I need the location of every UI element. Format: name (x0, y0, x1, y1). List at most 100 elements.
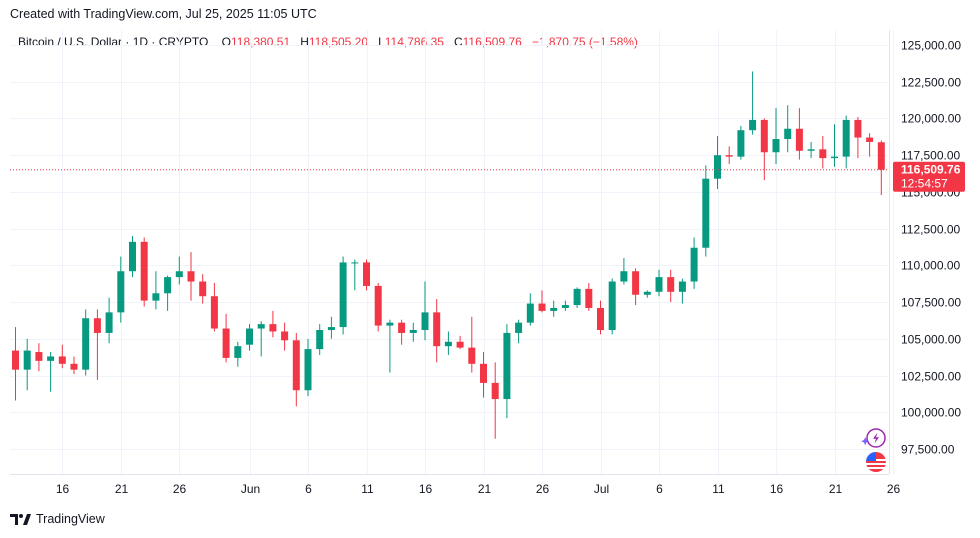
candle-body (234, 346, 242, 358)
candle[interactable] (58, 344, 66, 369)
candle-body (515, 322, 523, 333)
candle[interactable] (175, 256, 183, 285)
bar-countdown: 12:54:57 (901, 177, 948, 191)
tradingview-logo[interactable]: TradingView (10, 512, 105, 526)
candle-body (187, 271, 195, 282)
candle[interactable] (199, 274, 207, 304)
candle[interactable] (725, 146, 733, 164)
candle[interactable] (772, 108, 780, 164)
candle[interactable] (316, 324, 324, 355)
candle[interactable] (784, 105, 792, 153)
candle[interactable] (714, 136, 721, 189)
candle-body (620, 271, 628, 282)
candle[interactable] (690, 237, 698, 289)
candle[interactable] (152, 271, 160, 310)
candle[interactable] (234, 341, 242, 367)
candle[interactable] (129, 235, 136, 278)
candle[interactable] (269, 310, 277, 338)
candle[interactable] (421, 281, 429, 341)
candle[interactable] (760, 118, 768, 181)
candle-body (585, 288, 593, 308)
candle[interactable] (444, 331, 452, 355)
candle[interactable] (526, 293, 534, 326)
candle[interactable] (105, 297, 113, 344)
candle[interactable] (257, 321, 265, 357)
candle[interactable] (480, 352, 487, 398)
x-tick-label: 16 (770, 482, 784, 496)
candle[interactable] (246, 324, 253, 351)
candle-body (480, 363, 487, 383)
candle[interactable] (363, 259, 370, 291)
candle[interactable] (866, 133, 874, 157)
candle[interactable] (222, 313, 230, 363)
candle-body (784, 128, 792, 140)
candle[interactable] (398, 319, 406, 345)
candle-body (105, 312, 113, 333)
x-tick-label: 6 (305, 482, 312, 496)
candle-body (643, 291, 651, 295)
lightning-icon[interactable] (861, 428, 886, 448)
candle-body (82, 318, 90, 370)
price-axis[interactable]: 97,500.00 100,000.00 102,500.00 105,000.00 1… (901, 39, 961, 457)
candle[interactable] (550, 300, 558, 317)
candle[interactable] (456, 335, 464, 350)
candle[interactable] (608, 278, 616, 335)
candle[interactable] (70, 356, 78, 375)
candle[interactable] (702, 165, 710, 257)
candle-body (690, 247, 698, 282)
candle[interactable] (210, 282, 218, 332)
candle[interactable] (819, 136, 827, 169)
candle[interactable] (187, 252, 195, 301)
candle[interactable] (433, 299, 441, 363)
candle[interactable] (597, 300, 604, 335)
candle[interactable] (795, 108, 803, 160)
candle[interactable] (807, 141, 815, 159)
candle[interactable] (292, 332, 300, 407)
candle[interactable] (515, 319, 523, 344)
candle[interactable] (409, 322, 417, 342)
candle[interactable] (632, 268, 640, 306)
candle[interactable] (23, 338, 31, 391)
candle[interactable] (164, 275, 172, 311)
candle[interactable] (655, 269, 663, 297)
candle[interactable] (667, 269, 675, 303)
candle[interactable] (737, 125, 745, 160)
candle[interactable] (678, 278, 686, 304)
tradingview-logo-text: TradingView (36, 512, 105, 526)
candle[interactable] (538, 290, 546, 313)
candle[interactable] (374, 282, 382, 332)
candle-body (140, 241, 148, 301)
candle[interactable] (503, 324, 511, 419)
candle[interactable] (749, 71, 757, 135)
candle-body (351, 262, 359, 264)
candle[interactable] (491, 362, 499, 439)
candle[interactable] (35, 343, 43, 372)
candle[interactable] (304, 338, 312, 397)
candle[interactable] (585, 282, 593, 311)
candle[interactable] (386, 319, 394, 373)
us-flag-icon[interactable] (866, 451, 886, 472)
candle[interactable] (842, 115, 850, 169)
candle[interactable] (339, 256, 347, 335)
candle[interactable] (573, 287, 581, 308)
candle[interactable] (877, 140, 885, 196)
candle[interactable] (327, 316, 335, 339)
candle[interactable] (82, 309, 90, 376)
candle-body (421, 312, 429, 331)
time-axis[interactable]: 16 21 26 Jun 6 11 16 21 26 Jul 6 11 16 21 26 (56, 482, 901, 496)
candle[interactable] (643, 290, 651, 298)
candle[interactable] (47, 352, 55, 392)
candle[interactable] (117, 256, 125, 323)
candle[interactable] (140, 237, 148, 307)
candle[interactable] (620, 258, 628, 285)
candle-body (538, 303, 546, 311)
candle[interactable] (12, 327, 19, 401)
candle[interactable] (561, 300, 569, 311)
candle[interactable] (854, 116, 862, 159)
candle[interactable] (468, 316, 476, 373)
candle[interactable] (93, 309, 101, 380)
candle[interactable] (281, 322, 289, 351)
candle[interactable] (831, 124, 838, 167)
candle[interactable] (351, 259, 359, 291)
